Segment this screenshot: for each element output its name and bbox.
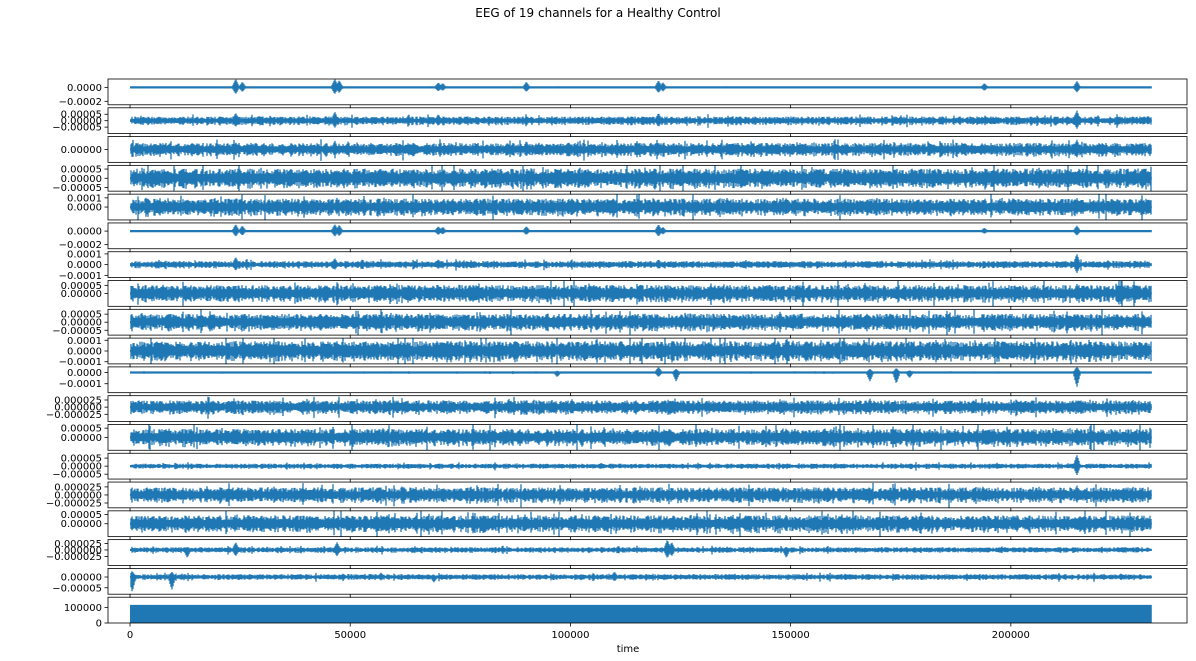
panel-frame: [107, 136, 1188, 163]
y-tick-label: 0.00005: [61, 165, 102, 176]
eeg-trace: [130, 194, 1152, 220]
y-tick-label: 0.0000: [67, 347, 102, 358]
y-tick-label: −0.000025: [46, 552, 102, 563]
y-tick-label: −0.0001: [59, 357, 102, 368]
channel-panels: 0.0000−0.00020.000050.00000−0.000050.000…: [46, 78, 1188, 630]
y-tick-label: −0.00005: [52, 123, 102, 134]
y-tick-label: 100000: [64, 603, 102, 614]
panel-frame: [107, 78, 1188, 106]
x-tick-label: 150000: [772, 630, 810, 641]
x-tick-label: 100000: [551, 630, 589, 641]
y-tick-label: 0.0001: [67, 193, 102, 204]
panel-frame: [107, 107, 1188, 134]
y-tick-label: −0.00005: [52, 583, 102, 594]
y-tick-label: −0.000025: [46, 499, 102, 510]
y-tick-label: 0.000000: [54, 403, 102, 414]
eeg-trace: [130, 366, 1152, 387]
y-tick-label: 0.00000: [61, 289, 102, 300]
y-tick-label: 0.00000: [61, 573, 102, 584]
panel-frame: [107, 280, 1188, 307]
y-tick-label: 0.00000: [61, 519, 102, 530]
panel-frame: [107, 337, 1188, 365]
panel-frame: [107, 510, 1188, 538]
y-tick-label: 0.00000: [61, 116, 102, 127]
panel-frame: [107, 222, 1188, 250]
eeg-trace: [130, 571, 1152, 592]
y-tick-label: 0.0000: [67, 368, 102, 379]
fill-series-area: [130, 604, 1152, 623]
y-tick-label: 0.000000: [54, 545, 102, 556]
panel-frame: [107, 395, 1188, 422]
panel-frame: [107, 481, 1188, 509]
channel-panel-6: 0.0000 −0.0002: [59, 222, 1188, 253]
channel-panel-1: 0.0000 −0.0002: [59, 78, 1188, 109]
y-tick-label: 0.000025: [54, 539, 102, 550]
y-tick-label: 0.000025: [54, 395, 102, 406]
chart-title: EEG of 19 channels for a Healthy Control: [475, 6, 720, 20]
channel-panel-11: 0.0000−0.0001: [59, 366, 1188, 397]
y-tick-label: −0.0002: [59, 97, 102, 108]
y-tick-label: 0.00005: [61, 424, 102, 435]
y-tick-label: 0.00000: [61, 318, 102, 329]
x-tick-label: 200000: [992, 630, 1030, 641]
y-tick-label: 0.000000: [54, 490, 102, 501]
y-tick-label: 0.0000: [67, 227, 102, 238]
panel-frame: [107, 539, 1188, 566]
y-tick-label: 0.00000: [61, 462, 102, 473]
panel-frame: [107, 308, 1188, 336]
y-tick-label: 0.00000: [61, 433, 102, 444]
y-tick-label: 0.0001: [67, 249, 102, 260]
y-tick-label: −0.0001: [59, 271, 102, 282]
eeg-trace: [130, 510, 1152, 537]
y-tick-label: −0.0002: [59, 240, 102, 251]
channel-panel-19: 100000 0: [64, 596, 1188, 630]
x-tick-label: 50000: [334, 630, 366, 641]
panel-frame: [107, 452, 1188, 480]
panel-frame: [107, 568, 1188, 595]
y-tick-label: 0.00000: [61, 145, 102, 156]
panel-frame: [107, 164, 1188, 192]
y-tick-label: 0.0001: [67, 336, 102, 347]
panel-frame: [107, 251, 1188, 278]
channel-panel-3: 0.00000: [61, 136, 1188, 166]
y-tick-label: 0.0000: [67, 83, 102, 94]
y-tick-label: 0.000025: [54, 482, 102, 493]
y-tick-label: 0: [96, 619, 102, 630]
y-tick-label: 0.00005: [61, 510, 102, 521]
y-tick-label: 0.00005: [61, 454, 102, 465]
y-tick-label: −0.0001: [59, 379, 102, 390]
x-tick-label: 0: [127, 630, 133, 641]
y-tick-label: 0.00005: [61, 110, 102, 121]
y-tick-label: 0.0000: [67, 203, 102, 214]
panel-frame: [107, 424, 1188, 451]
y-tick-label: 0.0000: [67, 260, 102, 271]
x-axis: 0 50000 100000 150000 200000: [127, 630, 1030, 641]
y-tick-label: −0.000025: [46, 410, 102, 421]
panel-frame: [107, 596, 1188, 624]
y-tick-label: −0.00005: [52, 183, 102, 194]
y-tick-label: 0.00005: [61, 310, 102, 321]
channel-panel-18: 0.00000−0.00005: [52, 568, 1188, 598]
x-axis-label: time: [617, 644, 640, 655]
y-tick-label: −0.00005: [52, 326, 102, 337]
panel-frame: [107, 366, 1188, 394]
panel-frame: [107, 193, 1188, 221]
y-tick-label: −0.00005: [52, 470, 102, 481]
y-tick-label: 0.00005: [61, 281, 102, 292]
y-tick-label: 0.00000: [61, 174, 102, 185]
